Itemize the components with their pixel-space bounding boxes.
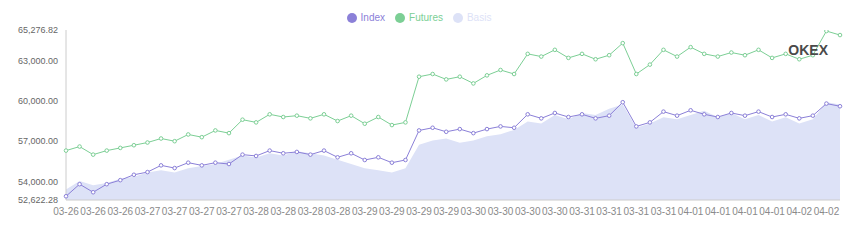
svg-text:03-29: 03-29 [352,206,378,217]
svg-text:03-28: 03-28 [298,206,324,217]
svg-text:03-27: 03-27 [135,206,161,217]
svg-text:57,000.00: 57,000.00 [18,136,58,146]
svg-text:54,000.00: 54,000.00 [18,177,58,187]
svg-text:03-26: 03-26 [80,206,106,217]
svg-text:63,000.00: 63,000.00 [18,56,58,66]
svg-text:03-31: 03-31 [596,206,622,217]
svg-text:03-27: 03-27 [162,206,188,217]
svg-text:03-30: 03-30 [515,206,541,217]
svg-text:60,000.00: 60,000.00 [18,96,58,106]
svg-text:52,622.28: 52,622.28 [18,195,58,205]
svg-text:03-28: 03-28 [243,206,269,217]
svg-text:03-28: 03-28 [325,206,351,217]
svg-text:03-27: 03-27 [216,206,242,217]
svg-text:03-31: 03-31 [569,206,595,217]
html-text:Futures: Futures [409,12,443,23]
svg-text:03-30: 03-30 [542,206,568,217]
svg-text:03-31: 03-31 [651,206,677,217]
svg-text:03-29: 03-29 [433,206,459,217]
html-text:Index: Index [360,12,385,23]
svg-text:04-01: 04-01 [705,206,731,217]
svg-text:03-30: 03-30 [488,206,514,217]
svg-text:04-01: 04-01 [759,206,785,217]
svg-text:03-26: 03-26 [53,206,79,217]
svg-text:04-02: 04-02 [814,206,840,217]
svg-text:04-02: 04-02 [786,206,812,217]
svg-text:04-01: 04-01 [678,206,704,217]
svg-text:03-29: 03-29 [379,206,405,217]
svg-text:65,276.82: 65,276.82 [18,25,58,35]
html-text:Basis: Basis [467,12,492,23]
svg-text:03-31: 03-31 [624,206,650,217]
svg-text:03-29: 03-29 [406,206,432,217]
svg-text:03-30: 03-30 [461,206,487,217]
svg-text:03-27: 03-27 [189,206,215,217]
svg-text:03-26: 03-26 [108,206,134,217]
html-text:OKEX: OKEX [788,42,828,58]
svg-text:04-01: 04-01 [732,206,758,217]
svg-text:03-28: 03-28 [270,206,296,217]
